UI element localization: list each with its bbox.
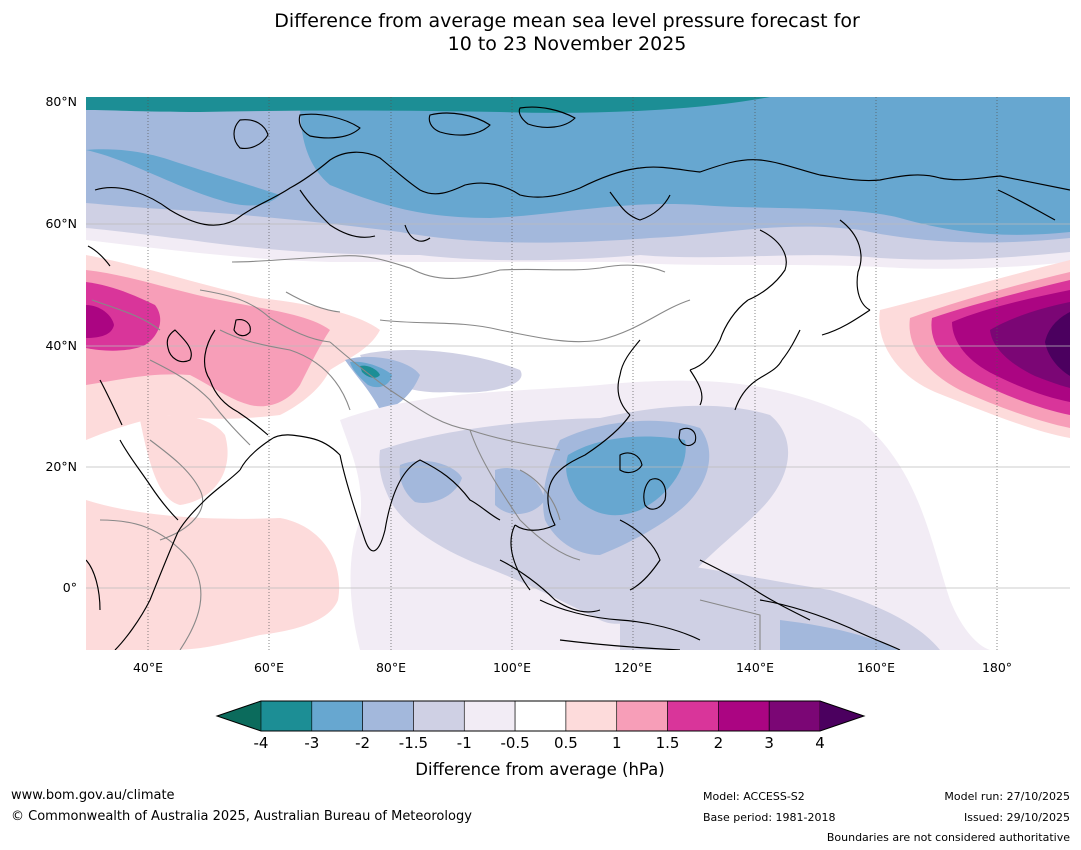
colorbar: -4 -3 -2 -1.5 -1 -0.5 0.5 1 1.5 2 3 4 Difference fr…	[215, 700, 866, 779]
colorbar-bin-7	[616, 700, 668, 732]
country-boundaries	[91, 255, 761, 650]
colorbar-tick-label: 2	[714, 734, 724, 752]
latitude-labels: 80°N 60°N 40°N 20°N 0°	[45, 94, 77, 595]
meridians	[147, 97, 998, 650]
colorbar-tick-label: 3	[764, 734, 774, 752]
coastlines	[86, 106, 1070, 650]
footer-model: Model: ACCESS-S2	[703, 790, 805, 803]
colorbar-tick-label: 1	[612, 734, 622, 752]
colorbar-outline	[215, 700, 866, 732]
footer-url[interactable]: www.bom.gov.au/climate	[11, 788, 175, 803]
north-pacific-high-anomaly	[879, 260, 1070, 438]
colorbar-tick-label: 0.5	[554, 734, 578, 752]
lon-label-100e: 100°E	[493, 660, 531, 675]
west-asia-high-anomaly	[86, 255, 380, 440]
colorbar-tick-label: 4	[815, 734, 825, 752]
colorbar-tick-label: -4	[254, 734, 269, 752]
colorbar-tick-labels: -4 -3 -2 -1.5 -1 -0.5 0.5 1 1.5 2 3 4	[254, 734, 825, 752]
indian-ocean-high-anomaly	[86, 415, 340, 650]
colorbar-bin-9	[718, 700, 770, 732]
colorbar-bin-0	[260, 700, 313, 732]
lat-label-40n: 40°N	[45, 338, 77, 353]
footer-model-run: Model run: 27/10/2025	[944, 790, 1070, 803]
map-title: Difference from average mean sea level p…	[0, 10, 1081, 56]
lon-label-160e: 160°E	[857, 660, 895, 675]
colorbar-tick-label: -3	[304, 734, 319, 752]
colorbar-bin-2	[362, 700, 414, 732]
colorbar-extend-max	[820, 701, 864, 731]
colorbar-bin-4	[463, 700, 516, 732]
footer-base-period: Base period: 1981-2018	[703, 811, 836, 824]
lon-label-80e: 80°E	[376, 660, 406, 675]
colorbar-tick-label: -2	[355, 734, 370, 752]
colorbar-tick-label: -1	[457, 734, 472, 752]
map-panel	[86, 97, 1070, 650]
footer-issued: Issued: 29/10/2025	[963, 811, 1070, 824]
lon-label-60e: 60°E	[254, 660, 284, 675]
parallels	[86, 223, 1070, 589]
footer-disclaimer: Boundaries are not considered authoritat…	[826, 831, 1070, 844]
colorbar-bin-5	[514, 700, 567, 732]
arctic-low-anomaly	[86, 97, 1070, 269]
colorbar-bin-1	[311, 700, 363, 732]
colorbar-bin-3	[413, 700, 465, 732]
lat-label-0: 0°	[63, 580, 77, 595]
colorbar-bin-6	[565, 700, 618, 732]
lat-label-20n: 20°N	[45, 459, 77, 474]
graticule	[86, 97, 1070, 650]
colorbar-title: Difference from average (hPa)	[415, 760, 664, 779]
lon-label-180: 180°	[982, 660, 1012, 675]
colorbar-tick-label: 1.5	[656, 734, 680, 752]
title-line-1: Difference from average mean sea level p…	[274, 10, 860, 32]
longitude-labels: 40°E 60°E 80°E 100°E 120°E 140°E 160°E 1…	[133, 660, 1012, 675]
lat-label-80n: 80°N	[45, 94, 77, 109]
colorbar-tick-label: -1.5	[399, 734, 428, 752]
lat-label-60n: 60°N	[45, 216, 77, 231]
colorbar-tick-label: -0.5	[500, 734, 529, 752]
lon-label-120e: 120°E	[614, 660, 652, 675]
footer-copyright: © Commonwealth of Australia 2025, Austra…	[11, 809, 472, 824]
colorbar-bin-8	[667, 700, 719, 732]
lon-label-140e: 140°E	[736, 660, 774, 675]
title-line-2: 10 to 23 November 2025	[447, 33, 687, 55]
lon-label-40e: 40°E	[133, 660, 163, 675]
colorbar-bins	[260, 700, 821, 732]
colorbar-bin-10	[768, 700, 821, 732]
colorbar-extend-min	[217, 701, 261, 731]
